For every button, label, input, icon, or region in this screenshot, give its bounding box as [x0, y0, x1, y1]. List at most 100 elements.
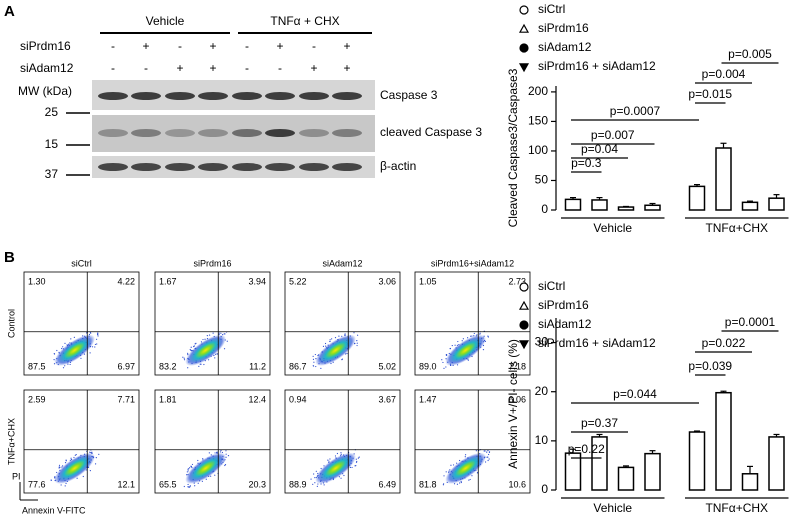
density-cloud [445, 452, 486, 484]
sign: - [178, 39, 182, 53]
bar [644, 452, 661, 491]
event-dot [338, 335, 340, 337]
event-dot [322, 345, 325, 347]
p-value: p=0.005 [728, 47, 772, 61]
y-tick-label: 50 [535, 173, 549, 187]
event-dot [328, 460, 330, 462]
bar [617, 206, 635, 211]
legend-label: siAdam12 [538, 40, 592, 54]
event-dot [90, 332, 92, 334]
event-dot [201, 480, 203, 482]
event-dot [324, 342, 327, 345]
event-dot [314, 477, 316, 479]
event-dot [97, 335, 99, 337]
event-dot [456, 462, 458, 464]
event-dot [183, 485, 185, 488]
sign: + [343, 61, 350, 75]
event-dot [197, 482, 199, 484]
event-dot [443, 483, 445, 485]
event-dot [202, 338, 204, 341]
event-dot [340, 477, 342, 479]
event-dot [89, 451, 91, 453]
event-dot [471, 335, 473, 337]
event-dot [475, 450, 477, 452]
event-dot [445, 366, 447, 368]
event-dot [220, 332, 222, 334]
quadrant-value: 12.1 [117, 479, 135, 489]
bar [688, 185, 706, 211]
plot-frame [154, 389, 271, 494]
legend-label: siPrdm16 [538, 298, 589, 312]
bar [591, 436, 608, 491]
quadrant-value: 1.30 [28, 276, 46, 286]
column-label: siPrdm16+siAdam12 [431, 258, 514, 268]
bar [617, 466, 635, 491]
event-dot [344, 333, 346, 335]
blot-band [198, 129, 228, 137]
event-dot [487, 335, 489, 337]
event-dot [449, 348, 451, 350]
sign: - [245, 39, 249, 53]
sign: + [310, 61, 317, 75]
event-dot [313, 361, 315, 363]
quadrant-value: 5.22 [289, 276, 307, 286]
plot-frame [284, 271, 401, 376]
x-tick-label: Vehicle [593, 501, 632, 515]
event-dot [61, 347, 63, 350]
event-dot [469, 478, 471, 481]
event-dot [219, 451, 221, 453]
event-dot [479, 333, 481, 335]
mw-label: MW (kDa) [18, 84, 72, 98]
mw-marker: 25 [45, 105, 59, 119]
event-dot [351, 466, 353, 469]
band-label: Caspase 3 [380, 88, 438, 102]
quadrant-value: 65.5 [159, 479, 177, 489]
event-dot [314, 482, 316, 484]
event-dot [488, 458, 490, 460]
event-dot [471, 475, 473, 477]
event-dot [73, 336, 75, 338]
event-dot [58, 466, 60, 468]
bar [741, 473, 759, 491]
blot-band [299, 129, 329, 137]
event-dot [75, 453, 77, 456]
p-value: p=0.3 [571, 156, 602, 170]
event-dot [356, 460, 358, 463]
event-dot [97, 334, 99, 336]
event-dot [216, 353, 218, 355]
event-dot [473, 332, 475, 335]
event-dot [315, 470, 317, 472]
event-dot [445, 471, 447, 473]
quadrant-value: 12.4 [248, 394, 266, 404]
sign: + [142, 39, 149, 53]
column-label: siPrdm16 [193, 258, 231, 268]
event-dot [212, 332, 214, 334]
event-dot [94, 343, 97, 346]
event-dot [218, 332, 220, 334]
quadrant-value: 86.7 [289, 361, 307, 371]
quadrant-value: 1.05 [419, 276, 437, 286]
event-dot [194, 485, 196, 487]
p-value: p=0.007 [591, 128, 635, 142]
density-cloud [315, 452, 356, 484]
event-dot [327, 459, 329, 461]
quadrant-value: 3.94 [248, 276, 266, 286]
event-dot [80, 357, 82, 359]
event-dot [187, 486, 189, 488]
blot-band [265, 129, 295, 137]
event-dot [200, 363, 202, 365]
quadrant-value: 1.47 [419, 394, 437, 404]
bar [768, 436, 785, 491]
mw-marker: 37 [45, 167, 59, 181]
event-dot [89, 352, 91, 354]
event-dot [205, 478, 207, 480]
bar [741, 201, 759, 211]
axis-label: Annexin V-FITC [22, 505, 86, 515]
event-dot [464, 454, 467, 456]
event-dot [182, 356, 184, 358]
event-dot [74, 454, 76, 456]
event-dot [451, 344, 453, 347]
blot-band [165, 129, 195, 137]
event-dot [460, 481, 462, 484]
